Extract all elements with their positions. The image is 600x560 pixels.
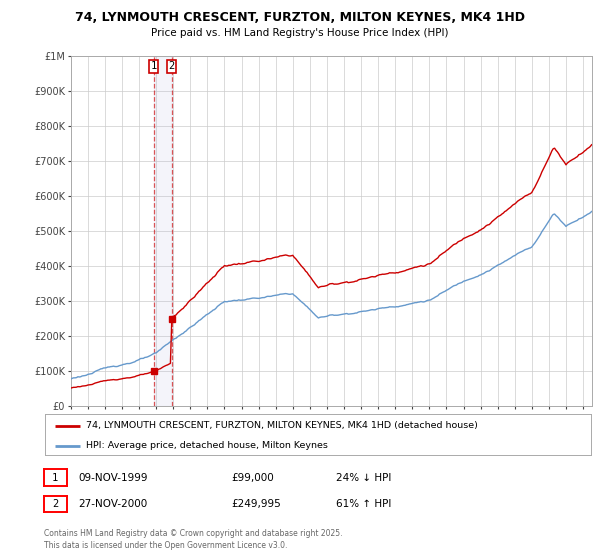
- Text: 27-NOV-2000: 27-NOV-2000: [78, 499, 147, 509]
- Text: 74, LYNMOUTH CRESCENT, FURZTON, MILTON KEYNES, MK4 1HD (detached house): 74, LYNMOUTH CRESCENT, FURZTON, MILTON K…: [86, 421, 478, 430]
- Text: £99,000: £99,000: [231, 473, 274, 483]
- Text: HPI: Average price, detached house, Milton Keynes: HPI: Average price, detached house, Milt…: [86, 441, 328, 450]
- Text: 2: 2: [52, 499, 58, 509]
- Text: Contains HM Land Registry data © Crown copyright and database right 2025.: Contains HM Land Registry data © Crown c…: [44, 529, 342, 538]
- Text: £249,995: £249,995: [231, 499, 281, 509]
- Text: 24% ↓ HPI: 24% ↓ HPI: [336, 473, 391, 483]
- Text: 74, LYNMOUTH CRESCENT, FURZTON, MILTON KEYNES, MK4 1HD: 74, LYNMOUTH CRESCENT, FURZTON, MILTON K…: [75, 11, 525, 24]
- Text: Price paid vs. HM Land Registry's House Price Index (HPI): Price paid vs. HM Land Registry's House …: [151, 28, 449, 38]
- Text: 1: 1: [52, 473, 58, 483]
- Bar: [154, 56, 172, 406]
- Text: 61% ↑ HPI: 61% ↑ HPI: [336, 499, 391, 509]
- Text: This data is licensed under the Open Government Licence v3.0.: This data is licensed under the Open Gov…: [44, 541, 287, 550]
- Text: 09-NOV-1999: 09-NOV-1999: [78, 473, 148, 483]
- Text: 2: 2: [169, 61, 175, 71]
- Text: 1: 1: [151, 61, 157, 71]
